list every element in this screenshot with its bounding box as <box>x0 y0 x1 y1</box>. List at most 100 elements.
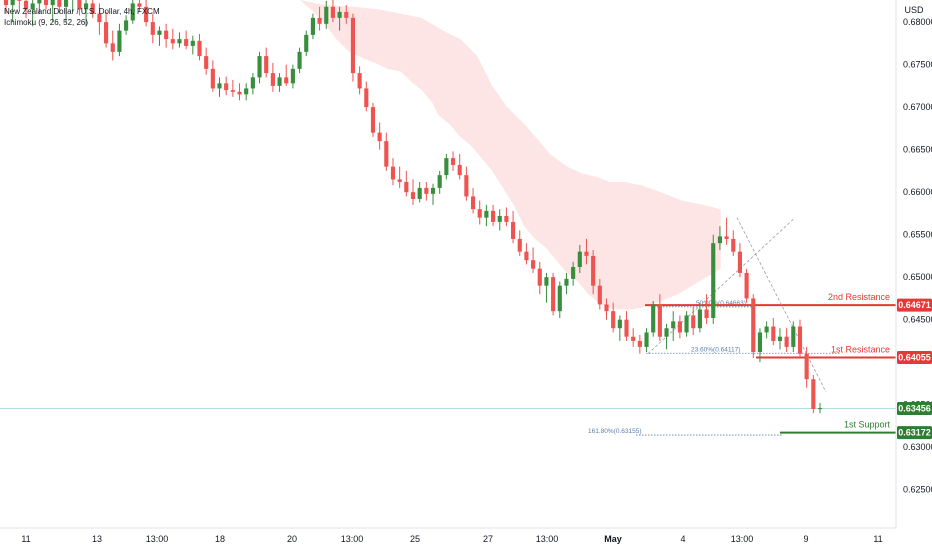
candle-body <box>110 43 115 52</box>
candle-body <box>444 158 449 176</box>
candle-body <box>691 315 696 329</box>
candle-body <box>797 326 803 354</box>
currency-label: USD <box>904 5 924 15</box>
candle <box>577 244 582 273</box>
candle-body <box>624 319 629 337</box>
candle <box>104 11 109 48</box>
candle <box>631 328 636 347</box>
candle <box>177 32 182 48</box>
indicator-title[interactable]: Ichimoku (9, 26, 52, 26) <box>4 18 89 27</box>
candle-body <box>497 215 502 222</box>
candle <box>644 328 649 352</box>
candle <box>571 261 576 286</box>
candle <box>337 6 342 31</box>
candle-body <box>83 3 89 10</box>
candle-body <box>184 39 189 46</box>
candle <box>130 0 135 24</box>
candle-body <box>144 6 149 23</box>
candle <box>57 0 62 14</box>
candle <box>597 278 602 310</box>
candle <box>83 0 89 27</box>
symbol-title[interactable]: New Zealand Dollar / U.S. Dollar, 4h, FX… <box>4 7 160 16</box>
candle <box>284 64 289 86</box>
candle <box>297 47 302 74</box>
candle-body <box>637 340 642 347</box>
candle <box>604 298 609 320</box>
candle <box>624 311 629 341</box>
candle-body <box>210 68 215 89</box>
candle <box>791 321 796 352</box>
candle <box>657 294 662 341</box>
candle-body <box>157 30 162 35</box>
trend-line <box>736 217 827 393</box>
time-axis <box>0 528 932 550</box>
candle <box>751 294 756 358</box>
candle-body <box>644 332 649 347</box>
candle <box>230 79 235 97</box>
candle <box>23 0 29 18</box>
candle <box>424 181 429 201</box>
candle <box>390 158 396 186</box>
candle <box>224 76 229 96</box>
candle <box>477 200 482 225</box>
candle-body <box>664 328 669 337</box>
candle <box>564 272 569 295</box>
candle-body <box>617 319 622 329</box>
candle <box>811 374 816 414</box>
candle-body <box>170 39 175 44</box>
candle <box>537 261 542 295</box>
candle <box>651 300 656 337</box>
candle-body <box>731 238 736 252</box>
level-name: 1st Support <box>844 420 891 430</box>
candle-body <box>224 83 229 91</box>
candle <box>611 302 616 333</box>
candle <box>30 0 35 27</box>
candle-body <box>370 107 376 133</box>
time-tick-label: 9 <box>803 534 808 544</box>
candle <box>697 302 702 333</box>
level-name: 1st Resistance <box>831 345 890 355</box>
candle-body <box>23 0 29 10</box>
candle <box>50 0 55 23</box>
level-price-tag: 0.64671 <box>898 300 931 310</box>
candle <box>3 0 9 14</box>
candle-body <box>611 311 616 329</box>
candle <box>304 30 309 57</box>
candle <box>150 13 155 44</box>
candle-body <box>410 192 416 199</box>
candle-body <box>791 326 796 347</box>
current-price-tag: 0.63456 <box>898 403 931 413</box>
candle-body <box>97 13 102 23</box>
candle-body <box>424 187 429 194</box>
candle <box>137 0 142 12</box>
level-price-tag-bg <box>897 351 932 365</box>
candle <box>257 51 262 84</box>
candle <box>784 328 789 352</box>
candle <box>117 23 122 57</box>
candle-body <box>357 73 362 89</box>
candle <box>217 77 222 97</box>
candle-body <box>63 0 69 7</box>
candle <box>557 281 562 318</box>
fib-label: 50.00%(0.64663) <box>696 300 746 307</box>
candle <box>72 0 74 12</box>
candle-body <box>344 11 349 18</box>
candle <box>551 272 556 316</box>
candle-body <box>657 304 662 337</box>
candle <box>497 209 502 231</box>
candle-body <box>77 0 82 10</box>
candle <box>444 153 449 180</box>
candle <box>264 47 269 78</box>
candle-body <box>490 210 496 222</box>
candle <box>684 311 689 337</box>
candle-body <box>124 20 129 31</box>
candle <box>210 60 215 92</box>
trend-line <box>647 217 796 354</box>
candle <box>190 35 195 55</box>
